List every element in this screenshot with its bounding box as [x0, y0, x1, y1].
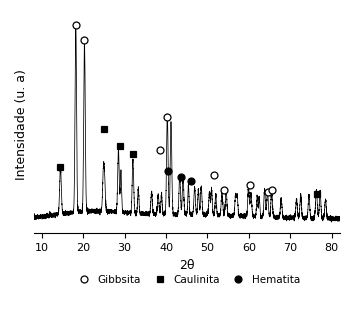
Y-axis label: Intensidade (u. a): Intensidade (u. a) [15, 69, 28, 180]
Legend: Gibbsita, Caulinita, Hematita: Gibbsita, Caulinita, Hematita [69, 271, 304, 289]
X-axis label: 2θ: 2θ [179, 259, 195, 271]
